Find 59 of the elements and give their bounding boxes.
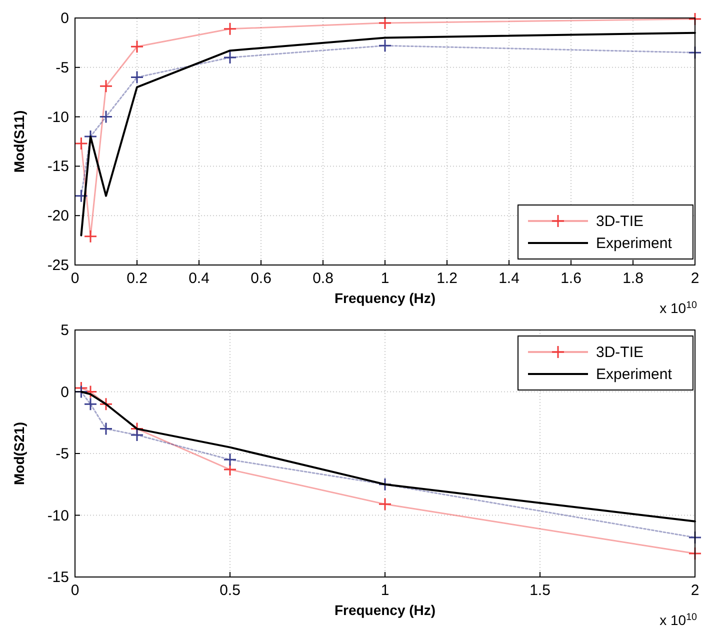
x-tick-label: 1.2 bbox=[436, 270, 458, 287]
point bbox=[223, 50, 237, 64]
y-tick-label: -25 bbox=[47, 257, 69, 274]
y-tick-label: 0 bbox=[60, 10, 69, 27]
point bbox=[378, 16, 392, 30]
x-tick-label: 1 bbox=[380, 582, 390, 599]
x-tick-label: 1.4 bbox=[498, 270, 520, 287]
point bbox=[223, 462, 237, 476]
x-tick-label: 0.4 bbox=[188, 270, 210, 287]
point bbox=[378, 478, 392, 492]
x-tick-label: 0.2 bbox=[126, 270, 148, 287]
x-tick-label: 1.5 bbox=[530, 582, 550, 599]
legend-label: Experiment bbox=[596, 235, 673, 252]
y-tick-label: -20 bbox=[47, 208, 69, 225]
point bbox=[99, 422, 113, 436]
x-axis-title: Frequency (Hz) bbox=[334, 602, 436, 618]
legend-label: Experiment bbox=[596, 366, 673, 383]
point bbox=[130, 428, 144, 442]
x-tick-label: 1.6 bbox=[560, 270, 582, 287]
point bbox=[688, 12, 702, 26]
x-tick-label: 1 bbox=[380, 270, 390, 287]
x-tick-label: 0.6 bbox=[250, 270, 272, 287]
point bbox=[223, 22, 237, 36]
y-tick-label: -15 bbox=[47, 158, 69, 176]
point bbox=[99, 79, 113, 93]
text: x 10$^{10}$ bbox=[660, 300, 698, 316]
y-axis-title: Mod(S21) bbox=[11, 422, 27, 485]
x-tick-label: 2 bbox=[690, 270, 700, 287]
point bbox=[688, 46, 702, 60]
y-tick-label: -10 bbox=[47, 507, 69, 524]
point bbox=[74, 189, 88, 203]
point bbox=[688, 530, 702, 544]
y-tick-label: -5 bbox=[56, 446, 69, 462]
point bbox=[130, 70, 144, 84]
y-tick-label: -5 bbox=[56, 59, 69, 76]
y-tick-label: 5 bbox=[60, 322, 69, 339]
y-tick-label: -10 bbox=[47, 108, 69, 126]
legend-label: 3D-TIE bbox=[596, 213, 644, 230]
y-axis-title: Mod(S11) bbox=[11, 110, 27, 173]
legend-label: 3D-TIE bbox=[596, 344, 644, 361]
point bbox=[130, 40, 144, 54]
point bbox=[378, 497, 392, 511]
x-tick-label: 0.8 bbox=[312, 270, 334, 287]
x-tick-label: 2 bbox=[690, 582, 700, 599]
point bbox=[99, 397, 113, 411]
text: x 10$^{10}$ bbox=[660, 612, 698, 628]
x-axis-title: Frequency (Hz) bbox=[334, 290, 436, 306]
point bbox=[74, 385, 88, 398]
point bbox=[99, 110, 113, 124]
point bbox=[688, 546, 702, 560]
point bbox=[74, 136, 88, 150]
y-tick-label: 0 bbox=[60, 384, 69, 401]
x-tick-label: 0.5 bbox=[220, 582, 240, 599]
y-tick-label: -15 bbox=[47, 569, 69, 586]
point bbox=[84, 230, 98, 244]
point bbox=[84, 397, 98, 411]
x-tick-label: 1.8 bbox=[622, 270, 644, 287]
point bbox=[378, 38, 392, 52]
point bbox=[223, 452, 237, 466]
